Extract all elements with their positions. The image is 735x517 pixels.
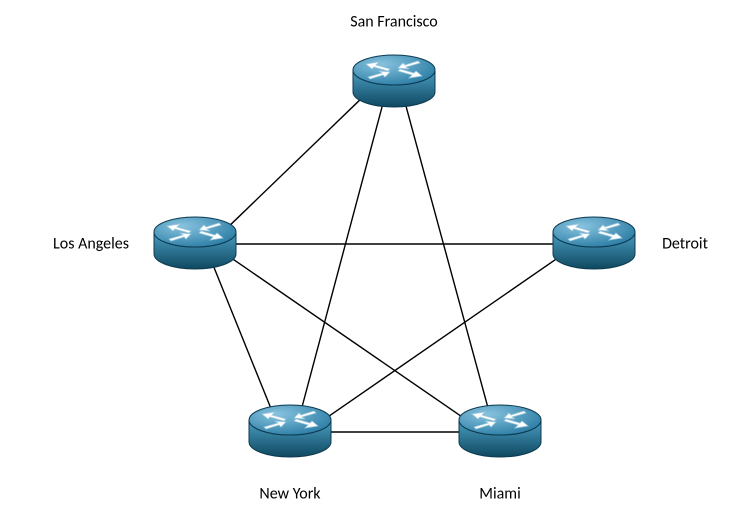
network-diagram: San Francisco Los Angeles <box>0 0 735 517</box>
edge-sf-la <box>227 98 363 229</box>
node-label-sf: San Francisco <box>350 13 437 32</box>
node-label-det: Detroit <box>662 235 708 254</box>
node-label-mia: Miami <box>479 485 520 504</box>
node-label-ny: New York <box>259 485 320 504</box>
node-label-la: Los Angeles <box>53 235 129 254</box>
edge-sf-mia <box>406 106 488 409</box>
edge-sf-ny <box>302 106 383 409</box>
router-icon <box>152 215 238 273</box>
edge-la-mia <box>230 257 465 419</box>
router-sf <box>351 53 437 111</box>
router-ny <box>247 403 333 461</box>
router-icon <box>457 403 543 461</box>
router-icon <box>247 403 333 461</box>
router-la <box>152 215 238 273</box>
edge-det-ny <box>325 257 560 419</box>
router-icon <box>551 215 637 273</box>
router-det <box>551 215 637 273</box>
router-icon <box>351 53 437 111</box>
router-mia <box>457 403 543 461</box>
edge-la-ny <box>213 266 271 410</box>
